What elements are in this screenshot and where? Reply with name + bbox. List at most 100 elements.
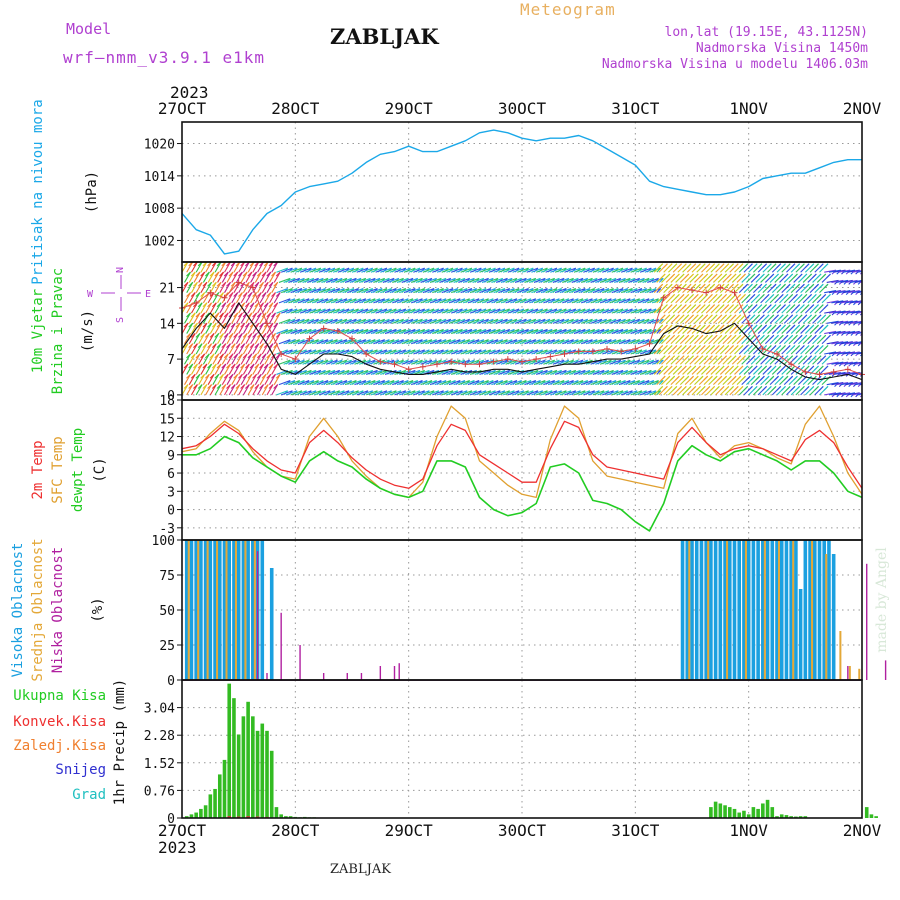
wind-barb: [611, 328, 624, 335]
wind-barb: [479, 390, 491, 396]
wind-barb: [838, 330, 851, 335]
wind-barb: [514, 298, 527, 304]
wind-barb: [387, 339, 400, 345]
wind-barb: [335, 318, 348, 324]
wind-barb: [755, 294, 761, 299]
total-rain-bar: [222, 759, 227, 818]
wind-barb: [183, 281, 189, 287]
wind-barb: [242, 353, 248, 359]
wind-barb: [505, 277, 518, 283]
wind-barb: [642, 298, 655, 304]
wind-barb: [244, 302, 250, 308]
wind-barb: [533, 298, 546, 304]
wind-barb: [453, 298, 466, 304]
wind-barb: [762, 304, 767, 310]
2m-temp-axis-title: 2m Temp: [30, 440, 46, 499]
wind-barb: [450, 390, 463, 396]
wind-barb: [311, 339, 324, 345]
wind-barb: [854, 301, 862, 304]
wind-barb: [681, 345, 687, 350]
wind-barb: [774, 314, 779, 320]
wind-barb: [651, 277, 664, 283]
wind-barb: [552, 380, 565, 386]
total-rain-bar: [227, 683, 232, 818]
wind-barb: [332, 288, 345, 294]
wind-barb: [755, 355, 761, 361]
wind-barb: [209, 353, 215, 359]
wind-barb: [240, 384, 246, 389]
wind-barb: [422, 267, 435, 273]
wind-barb: [714, 324, 720, 330]
wind-barb: [831, 300, 844, 304]
wind-barb: [276, 328, 288, 335]
wind-barb: [422, 349, 435, 355]
wind-barb: [559, 390, 572, 396]
high-cloud-bar: [727, 540, 732, 680]
wind-barb: [569, 288, 581, 294]
wind-barb: [632, 318, 645, 324]
wind-barb: [554, 390, 567, 396]
wind-barb: [552, 277, 565, 283]
wind-barb: [818, 386, 824, 391]
wind-barb: [204, 271, 210, 277]
total-rain-bar: [199, 808, 203, 818]
high-cloud-bar: [808, 540, 812, 680]
wind-barb: [623, 380, 636, 386]
wind-barb: [361, 288, 373, 294]
wind-barb: [214, 312, 220, 318]
wind-barb: [211, 343, 217, 348]
wind-barb: [321, 339, 333, 345]
wind-barb: [729, 263, 734, 269]
wind-barb: [679, 294, 685, 299]
wind-barb: [392, 380, 404, 386]
wind-barb: [850, 361, 862, 365]
wind-barb: [477, 298, 489, 304]
wind-barb: [637, 298, 650, 304]
total-rain-bar: [241, 716, 246, 818]
wind-barb: [826, 320, 839, 324]
wind-barb: [263, 302, 269, 308]
wind-barb: [814, 263, 819, 269]
wind-barb: [420, 380, 433, 386]
wind-barb: [498, 328, 510, 335]
wind-barb: [512, 369, 525, 375]
wind-barb: [557, 339, 570, 345]
wind-barb: [401, 359, 414, 365]
wind-barb: [540, 390, 553, 396]
wind-barb: [693, 375, 699, 381]
wind-barb: [347, 369, 359, 375]
wind-barb: [425, 318, 437, 324]
wind-barb: [818, 324, 824, 330]
precip-legend-entry: Snijeg: [55, 762, 106, 778]
wind-barb: [349, 277, 362, 283]
wind-barb: [606, 390, 619, 396]
wind-barb: [564, 288, 576, 294]
wind-barb: [510, 318, 522, 324]
wind-barb: [335, 380, 348, 386]
wind-barb: [351, 328, 364, 335]
wind-barb: [214, 373, 220, 379]
wind-barb: [295, 308, 307, 314]
wind-barb: [859, 353, 862, 357]
wind-barb: [857, 393, 862, 396]
wind-barb: [377, 298, 390, 304]
wind-barb: [566, 359, 579, 365]
wind-barb: [665, 314, 671, 320]
credit-watermark: made by Angel: [874, 547, 890, 653]
wind-barb: [436, 308, 449, 314]
wind-barb: [656, 329, 662, 334]
wind-barb: [599, 380, 612, 386]
wind-barb: [550, 328, 562, 335]
wind-barb: [660, 355, 666, 361]
wind-barb: [802, 355, 808, 361]
wind-barb: [639, 288, 652, 294]
wind-barb: [750, 375, 756, 381]
wind-barb: [477, 339, 489, 345]
wind-barb: [644, 390, 657, 396]
wind-barb: [394, 288, 406, 294]
wind-barb: [230, 302, 236, 308]
wind-barb: [545, 288, 558, 294]
wind-barb: [266, 292, 272, 297]
wind-barb: [283, 298, 296, 304]
wind-barb: [736, 294, 742, 299]
